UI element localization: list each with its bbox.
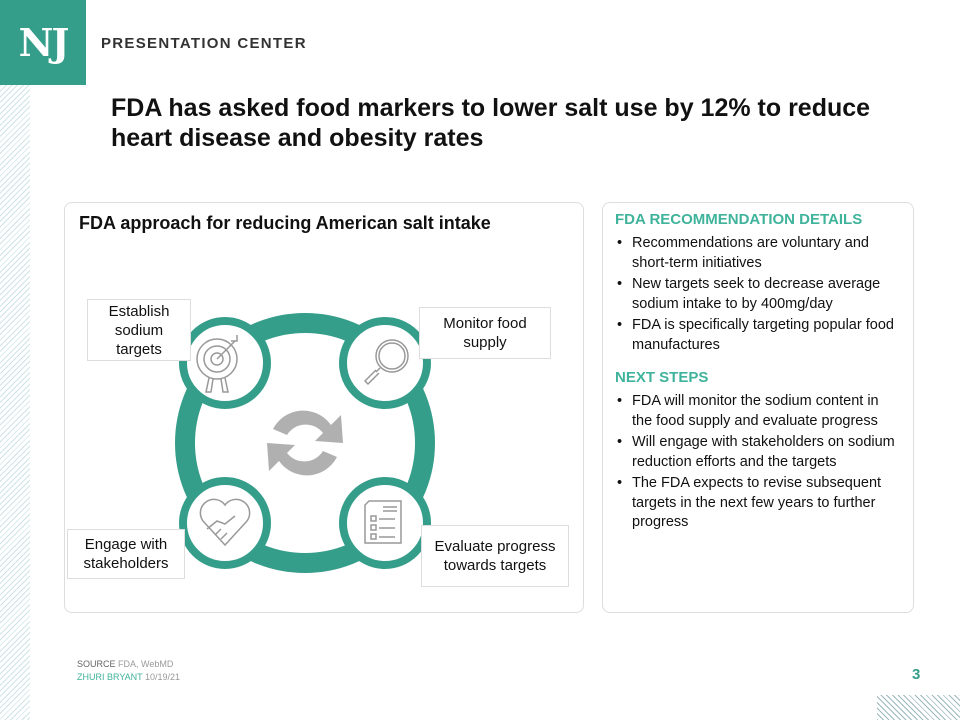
source-line: SOURCE FDA, WebMD <box>77 659 173 669</box>
source-text: FDA, WebMD <box>118 659 174 669</box>
list-item: Recommendations are voluntary and short-… <box>615 234 901 273</box>
heart-handshake-icon <box>179 477 271 569</box>
step-label-engage: Engage with stakeholders <box>67 529 185 579</box>
recommendation-list: Recommendations are voluntary and short-… <box>615 234 901 355</box>
list-item: FDA will monitor the sodium content in t… <box>615 392 901 431</box>
refresh-cycle-icon <box>267 410 343 476</box>
recommendation-heading: FDA RECOMMENDATION DETAILS <box>615 211 863 228</box>
details-panel: FDA RECOMMENDATION DETAILS Recommendatio… <box>602 202 914 613</box>
brand-name: PRESENTATION CENTER <box>101 35 307 52</box>
cycle-ring <box>175 313 435 573</box>
author-line: ZHURI BRYANT 10/19/21 <box>77 672 180 682</box>
page-number: 3 <box>912 666 921 683</box>
next-steps-list: FDA will monitor the sodium content in t… <box>615 392 901 533</box>
logo: NJ <box>0 0 86 85</box>
list-item: FDA is specifically targeting popular fo… <box>615 316 901 355</box>
cycle-diagram <box>175 313 435 573</box>
step-label-establish: Establish sodium targets <box>87 299 191 361</box>
checklist-icon <box>339 477 431 569</box>
step-label-monitor: Monitor food supply <box>419 307 551 359</box>
list-item: The FDA expects to revise subsequent tar… <box>615 474 901 533</box>
diagram-panel: FDA approach for reducing American salt … <box>64 202 584 613</box>
step-label-evaluate: Evaluate progress towards targets <box>421 525 569 587</box>
page-title: FDA has asked food markers to lower salt… <box>111 94 871 152</box>
date: 10/19/21 <box>145 672 181 682</box>
target-icon <box>179 317 271 409</box>
list-item: Will engage with stakeholders on sodium … <box>615 433 901 472</box>
decorative-hatch <box>877 695 960 720</box>
source-label: SOURCE <box>77 659 116 669</box>
diagram-title: FDA approach for reducing American salt … <box>79 213 491 233</box>
next-steps-heading: NEXT STEPS <box>615 369 709 386</box>
author-name: ZHURI BRYANT <box>77 672 143 682</box>
decorative-hatch <box>0 85 30 720</box>
list-item: New targets seek to decrease average sod… <box>615 275 901 314</box>
magnifier-icon <box>339 317 431 409</box>
